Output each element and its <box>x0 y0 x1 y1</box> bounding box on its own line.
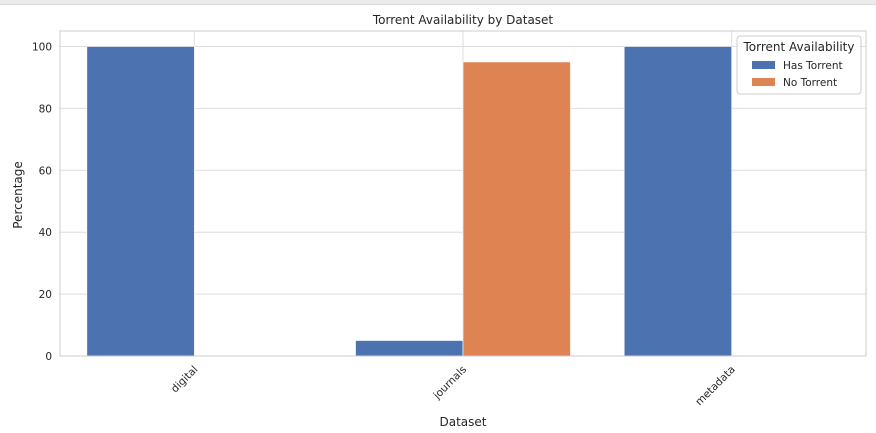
y-tick-labels: 0 20 40 60 80 100 <box>32 41 52 363</box>
y-tick-label: 60 <box>39 165 52 177</box>
y-tick-label: 40 <box>39 227 52 239</box>
x-tick-label-digital: digital <box>169 364 201 396</box>
legend-label-no-torrent: No Torrent <box>783 77 837 89</box>
chart-title: Torrent Availability by Dataset <box>372 13 554 27</box>
x-tick-label-journals: journals <box>431 364 470 403</box>
bar-has-torrent-digital <box>86 46 195 357</box>
x-tick-label-metadata: metadata <box>693 364 737 408</box>
x-tick-labels: digital journals metadata <box>169 364 738 408</box>
y-tick-label: 0 <box>45 351 52 363</box>
legend-swatch-has-torrent <box>752 61 775 69</box>
legend-title: Torrent Availability <box>743 40 855 54</box>
bars <box>86 46 732 357</box>
bar-has-torrent-metadata <box>623 46 732 357</box>
legend-label-has-torrent: Has Torrent <box>783 60 843 72</box>
bar-has-torrent-journals <box>355 340 464 357</box>
y-tick-label: 20 <box>39 289 52 301</box>
legend: Torrent Availability Has Torrent No Torr… <box>736 35 862 95</box>
top-strip <box>0 0 876 5</box>
plot-frame <box>59 30 867 357</box>
y-axis-label: Percentage <box>11 161 25 229</box>
x-axis-label: Dataset <box>440 415 487 429</box>
legend-swatch-no-torrent <box>752 78 775 86</box>
y-tick-label: 100 <box>32 41 52 53</box>
bar-no-torrent-journals <box>462 61 571 357</box>
y-tick-label: 80 <box>39 103 52 115</box>
